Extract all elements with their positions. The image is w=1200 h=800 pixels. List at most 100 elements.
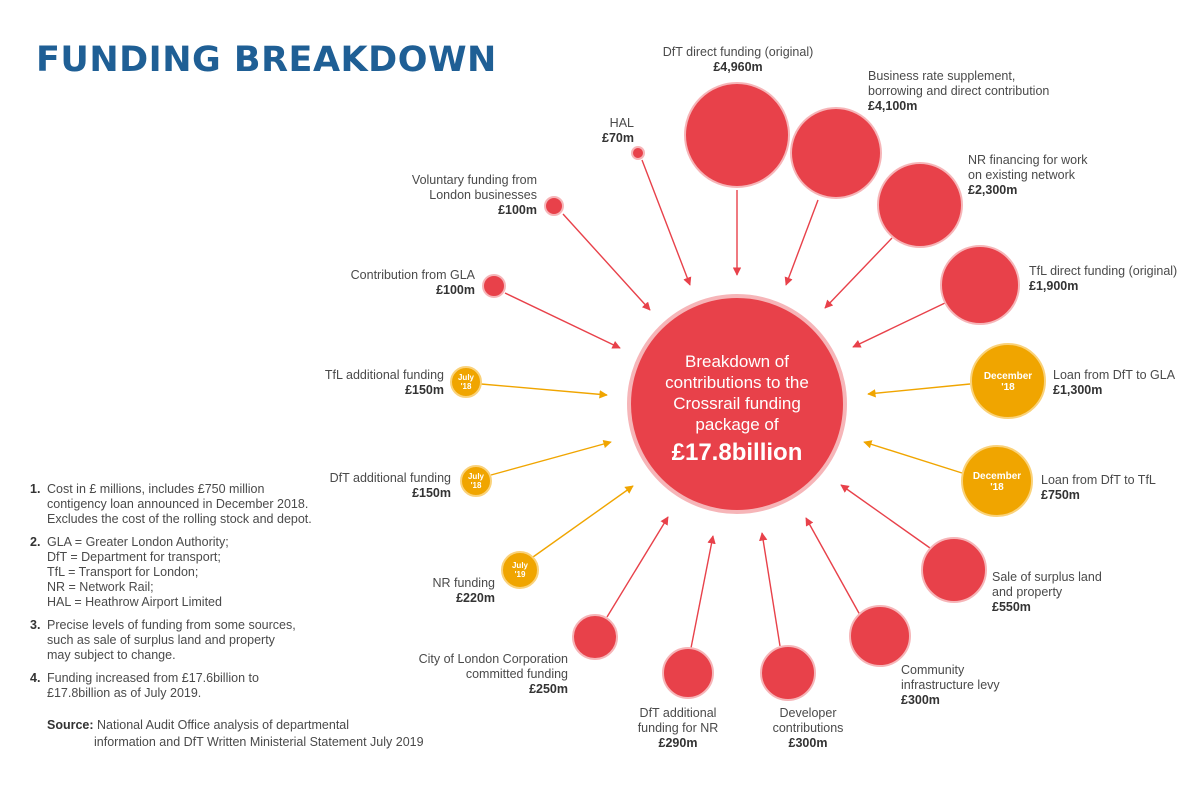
footnote-text: Funding increased from £17.6billion to £… (47, 671, 259, 700)
footnote: 2. GLA = Greater London Authority; DfT =… (30, 535, 360, 610)
dft-additional-badge-text: '18 (471, 481, 482, 490)
developer-label: contributions (773, 721, 844, 735)
center-line-1: Breakdown of (685, 352, 789, 371)
tfl-additional-label: TfL additional funding (325, 368, 444, 382)
center-circle (627, 294, 847, 514)
tfl-additional-amount: £150m (405, 383, 444, 397)
center-line-2: contributions to the (665, 373, 809, 392)
voluntary-label: London businesses (429, 188, 537, 202)
footnote: 4. Funding increased from £17.6billion t… (30, 671, 360, 701)
dft-additional-bubble (460, 465, 492, 497)
developer-label: Developer (780, 706, 837, 720)
nr-financing-label: on existing network (968, 168, 1076, 182)
hal-bubble (631, 146, 645, 160)
city-london-bubble (572, 614, 618, 660)
loan-dft-tfl-bubble (961, 445, 1033, 517)
loan-dft-gla-badge-text: December (984, 371, 1032, 382)
footnote-text: GLA = Greater London Authority; DfT = De… (47, 535, 229, 609)
hal-arrow (641, 159, 692, 286)
nr-financing-arrow (824, 237, 893, 309)
nr-financing-amount: £2,300m (968, 183, 1017, 197)
voluntary-arrow (562, 213, 651, 311)
page-title: FUNDING BREAKDOWN (36, 40, 497, 80)
loan-dft-gla-badge-text: '18 (1001, 382, 1015, 393)
center-total-circle: Breakdown of contributions to the Crossr… (627, 294, 847, 514)
business-rate-bubble (790, 107, 882, 199)
community-levy-amount: £300m (901, 693, 940, 707)
loan-dft-gla-bubble (970, 343, 1046, 419)
nr-funding-amount: £220m (456, 591, 495, 605)
funding-bubbles: December'18December'18July'19July'18July… (450, 82, 1046, 701)
loan-dft-gla-amount: £1,300m (1053, 383, 1102, 397)
surplus-land-arrow (840, 484, 931, 549)
surplus-land-amount: £550m (992, 600, 1031, 614)
surplus-land-label: Sale of surplus land (992, 570, 1102, 584)
tfl-additional-arrow (480, 383, 608, 399)
dft-additional-amount: £150m (412, 486, 451, 500)
nr-financing-bubble (877, 162, 963, 248)
nr-funding-badge-text: July (512, 561, 529, 570)
surplus-land-label: and property (992, 585, 1063, 599)
gla-amount: £100m (436, 283, 475, 297)
dft-direct-amount: £4,960m (713, 60, 762, 74)
tfl-direct-arrow (852, 302, 946, 348)
connector-arrows (480, 159, 971, 649)
dft-direct-label: DfT direct funding (original) (663, 45, 814, 59)
voluntary-label: Voluntary funding from (412, 173, 537, 187)
source-line-2: information and DfT Written Ministerial … (94, 735, 424, 749)
dft-nr-label: funding for NR (638, 721, 719, 735)
nr-funding-bubble (501, 551, 539, 589)
tfl-direct-amount: £1,900m (1029, 279, 1078, 293)
source-line-1: National Audit Office analysis of depart… (97, 718, 350, 732)
footnote-text: Cost in £ millions, includes £750 millio… (47, 482, 312, 526)
hal-amount: £70m (602, 131, 634, 145)
dft-additional-arrow (490, 439, 612, 476)
footnote-number: 3. (30, 618, 41, 632)
footnote: 1. Cost in £ millions, includes £750 mil… (30, 482, 360, 527)
center-line-4: package of (695, 415, 778, 434)
dft-nr-label: DfT additional (640, 706, 717, 720)
source-note: Source: National Audit Office analysis o… (47, 717, 424, 751)
dft-nr-amount: £290m (659, 736, 698, 750)
dft-additional-label: DfT additional funding (330, 471, 451, 485)
loan-dft-tfl-arrow (863, 440, 963, 474)
tfl-direct-label: TfL direct funding (original) (1029, 264, 1177, 278)
developer-bubble (760, 645, 816, 701)
business-rate-label: Business rate supplement, (868, 69, 1015, 83)
nr-funding-arrow (532, 485, 634, 558)
loan-dft-tfl-amount: £750m (1041, 488, 1080, 502)
nr-funding-badge-text: '19 (515, 570, 526, 579)
tfl-additional-badge-text: July (458, 373, 475, 382)
community-levy-arrow (805, 517, 861, 616)
hal-label: HAL (610, 116, 634, 130)
city-london-label: committed funding (466, 667, 568, 681)
business-rate-arrow (784, 199, 819, 286)
nr-funding-label: NR funding (432, 576, 495, 590)
city-london-label: City of London Corporation (419, 652, 568, 666)
loan-dft-tfl-badge-text: '18 (990, 482, 1004, 493)
loan-dft-tfl-badge-text: December (973, 471, 1021, 482)
center-total: £17.8billion (672, 439, 803, 466)
community-levy-bubble (849, 605, 911, 667)
dft-nr-arrow (690, 535, 716, 649)
loan-dft-gla-arrow (867, 383, 971, 398)
business-rate-amount: £4,100m (868, 99, 917, 113)
city-london-arrow (606, 516, 669, 618)
community-levy-label: Community (901, 663, 965, 677)
community-levy-label: infrastructure levy (901, 678, 1000, 692)
funding-labels: DfT direct funding (original)£4,960m Busi… (325, 45, 1177, 750)
gla-arrow (504, 292, 621, 349)
footnote: 3. Precise levels of funding from some s… (30, 618, 360, 663)
loan-dft-gla-label: Loan from DfT to GLA (1053, 368, 1176, 382)
voluntary-amount: £100m (498, 203, 537, 217)
business-rate-label: borrowing and direct contribution (868, 84, 1049, 98)
center-line-3: Crossrail funding (673, 394, 801, 413)
surplus-land-bubble (921, 537, 987, 603)
loan-dft-tfl-label: Loan from DfT to TfL (1041, 473, 1156, 487)
voluntary-bubble (544, 196, 564, 216)
footnote-number: 4. (30, 671, 41, 685)
tfl-additional-bubble (450, 366, 482, 398)
dft-additional-badge-text: July (468, 472, 485, 481)
source-label: Source: (47, 718, 94, 732)
dft-direct-bubble (684, 82, 790, 188)
